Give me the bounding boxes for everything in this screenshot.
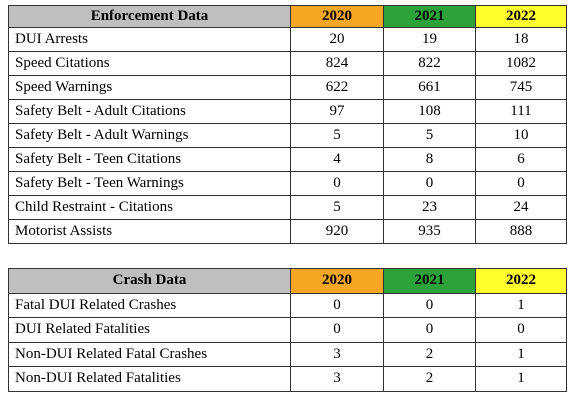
header-cell: 2021 bbox=[383, 5, 476, 28]
row-label: Speed Citations bbox=[8, 51, 291, 76]
value-cell: 3 bbox=[290, 341, 384, 367]
data-row: DUI Arrests 20 19 18 bbox=[8, 27, 567, 52]
value-cell: 1 bbox=[475, 366, 567, 392]
row-label: Motorist Assists bbox=[8, 219, 291, 244]
crash-table: Crash Data 2020 2021 2022 Fatal DUI Related … bbox=[8, 268, 567, 392]
header-cell: Crash Data bbox=[8, 268, 291, 294]
row-label: Safety Belt - Adult Citations bbox=[8, 99, 291, 124]
data-row: Non-DUI Related Fatal Crashes 3 2 1 bbox=[8, 341, 567, 367]
data-row: Speed Warnings 622 661 745 bbox=[8, 75, 567, 100]
row-label: Speed Warnings bbox=[8, 75, 291, 100]
value-cell: 935 bbox=[383, 219, 476, 244]
data-row: Safety Belt - Adult Citations 97 108 111 bbox=[8, 99, 567, 124]
data-row: Safety Belt - Adult Warnings 5 5 10 bbox=[8, 123, 567, 148]
value-cell: 24 bbox=[475, 195, 567, 220]
value-cell: 2 bbox=[383, 366, 476, 392]
row-label: Child Restraint - Citations bbox=[8, 195, 291, 220]
value-cell: 0 bbox=[383, 317, 476, 343]
value-cell: 0 bbox=[475, 317, 567, 343]
header-cell: 2022 bbox=[475, 5, 567, 28]
header-cell: 2020 bbox=[290, 268, 384, 294]
value-cell: 20 bbox=[290, 27, 384, 52]
value-cell: 18 bbox=[475, 27, 567, 52]
value-cell: 8 bbox=[383, 147, 476, 172]
value-cell: 4 bbox=[290, 147, 384, 172]
row-label: Non-DUI Related Fatal Crashes bbox=[8, 341, 291, 367]
header-cell: 2021 bbox=[383, 268, 476, 294]
value-cell: 5 bbox=[383, 123, 476, 148]
header-cell: 2020 bbox=[290, 5, 384, 28]
value-cell: 5 bbox=[290, 123, 384, 148]
value-cell: 661 bbox=[383, 75, 476, 100]
value-cell: 622 bbox=[290, 75, 384, 100]
row-label: Safety Belt - Teen Warnings bbox=[8, 171, 291, 196]
value-cell: 23 bbox=[383, 195, 476, 220]
value-cell: 6 bbox=[475, 147, 567, 172]
enforcement-table: Enforcement Data 2020 2021 2022 DUI Arrests 2… bbox=[8, 5, 567, 244]
data-row: Motorist Assists 920 935 888 bbox=[8, 219, 567, 244]
row-label: Safety Belt - Teen Citations bbox=[8, 147, 291, 172]
value-cell: 3 bbox=[290, 366, 384, 392]
value-cell: 745 bbox=[475, 75, 567, 100]
header-cell: 2022 bbox=[475, 268, 567, 294]
value-cell: 824 bbox=[290, 51, 384, 76]
value-cell: 0 bbox=[290, 317, 384, 343]
value-cell: 0 bbox=[475, 171, 567, 196]
header-row: Crash Data 2020 2021 2022 bbox=[8, 268, 567, 294]
row-label: DUI Related Fatalities bbox=[8, 317, 291, 343]
data-row: Speed Citations 824 822 1082 bbox=[8, 51, 567, 76]
value-cell: 1 bbox=[475, 341, 567, 367]
value-cell: 0 bbox=[383, 292, 476, 318]
data-row: Non-DUI Related Fatalities 3 2 1 bbox=[8, 366, 567, 392]
row-label: Fatal DUI Related Crashes bbox=[8, 292, 291, 318]
value-cell: 10 bbox=[475, 123, 567, 148]
header-row: Enforcement Data 2020 2021 2022 bbox=[8, 5, 567, 28]
data-row: Safety Belt - Teen Warnings 0 0 0 bbox=[8, 171, 567, 196]
value-cell: 111 bbox=[475, 99, 567, 124]
value-cell: 822 bbox=[383, 51, 476, 76]
value-cell: 97 bbox=[290, 99, 384, 124]
data-row: DUI Related Fatalities 0 0 0 bbox=[8, 317, 567, 343]
row-label: Safety Belt - Adult Warnings bbox=[8, 123, 291, 148]
value-cell: 888 bbox=[475, 219, 567, 244]
data-row: Child Restraint - Citations 5 23 24 bbox=[8, 195, 567, 220]
value-cell: 0 bbox=[383, 171, 476, 196]
value-cell: 0 bbox=[290, 171, 384, 196]
value-cell: 2 bbox=[383, 341, 476, 367]
data-row: Fatal DUI Related Crashes 0 0 1 bbox=[8, 292, 567, 318]
value-cell: 108 bbox=[383, 99, 476, 124]
row-label: DUI Arrests bbox=[8, 27, 291, 52]
data-row: Safety Belt - Teen Citations 4 8 6 bbox=[8, 147, 567, 172]
value-cell: 1082 bbox=[475, 51, 567, 76]
row-label: Non-DUI Related Fatalities bbox=[8, 366, 291, 392]
value-cell: 19 bbox=[383, 27, 476, 52]
value-cell: 1 bbox=[475, 292, 567, 318]
value-cell: 0 bbox=[290, 292, 384, 318]
header-cell: Enforcement Data bbox=[8, 5, 291, 28]
value-cell: 5 bbox=[290, 195, 384, 220]
value-cell: 920 bbox=[290, 219, 384, 244]
